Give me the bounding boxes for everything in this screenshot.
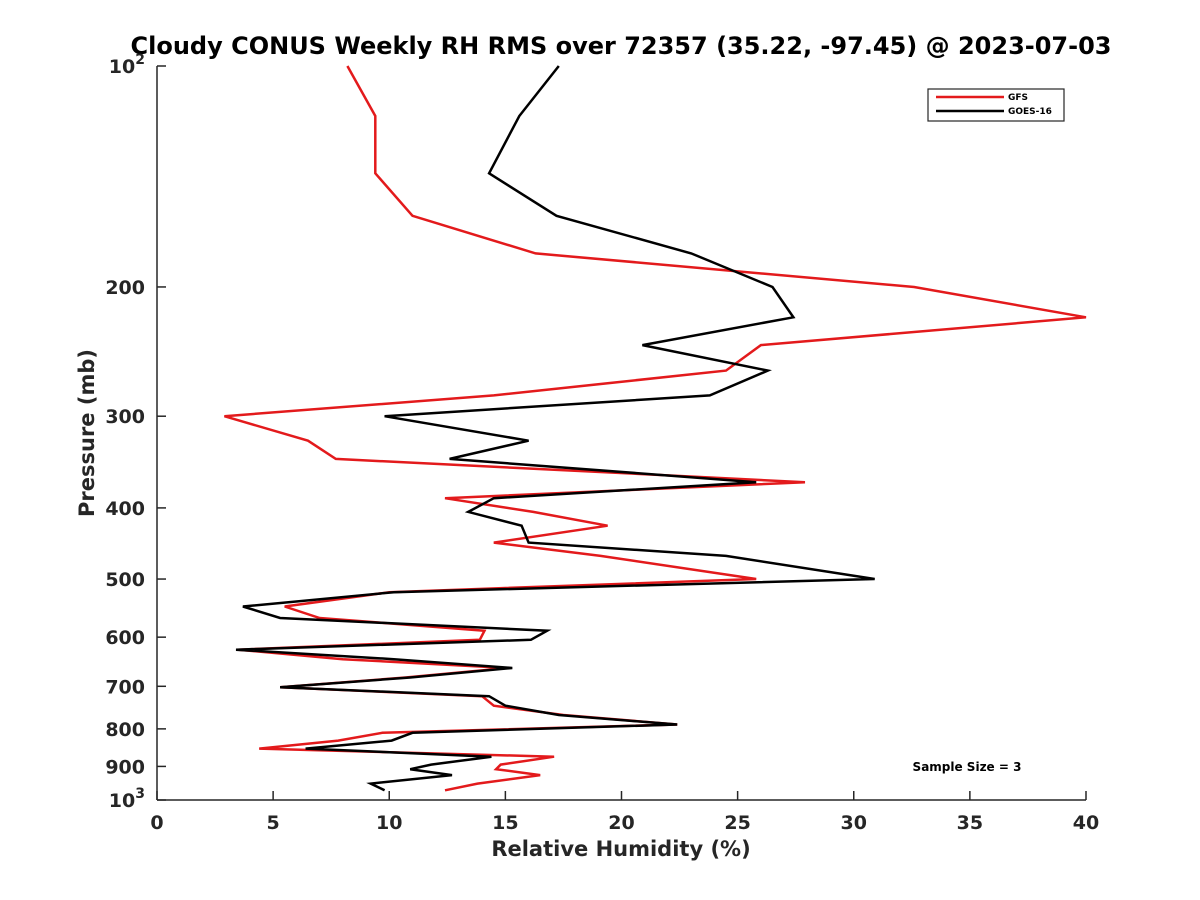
x-tick-label: 40 bbox=[1073, 812, 1099, 834]
x-tick-label: 25 bbox=[724, 812, 750, 834]
series-line-goes16 bbox=[235, 65, 875, 792]
x-axis-label: Relative Humidity (%) bbox=[491, 837, 750, 861]
sample-size-annotation: Sample Size = 3 bbox=[913, 760, 1022, 774]
y-tick-label: 103 bbox=[109, 786, 145, 812]
y-tick-label: 200 bbox=[105, 277, 145, 299]
y-tick-label: 600 bbox=[105, 627, 145, 649]
y-tick-label: 800 bbox=[105, 719, 145, 741]
plot-lines bbox=[224, 65, 1087, 792]
y-tick-label: 900 bbox=[105, 756, 145, 778]
x-tick-label: 15 bbox=[492, 812, 518, 834]
y-tick-label: 300 bbox=[105, 406, 145, 428]
x-axis-ticks: 0 5 10 15 20 25 30 35 40 bbox=[150, 791, 1099, 834]
y-axis-ticks: 102 200 300 400 500 600 700 800 900 103 bbox=[105, 52, 166, 812]
series-line-gfs bbox=[224, 65, 1087, 792]
y-axis-label: Pressure (mb) bbox=[75, 349, 99, 517]
legend-label-goes16: GOES-16 bbox=[1008, 107, 1052, 117]
x-tick-label: 20 bbox=[608, 812, 634, 834]
y-tick-label: 500 bbox=[105, 569, 145, 591]
chart-title: Cloudy CONUS Weekly RH RMS over 72357 (3… bbox=[131, 32, 1112, 60]
y-tick-label: 400 bbox=[105, 498, 145, 520]
x-tick-label: 35 bbox=[957, 812, 983, 834]
x-tick-label: 5 bbox=[267, 812, 280, 834]
legend-label-gfs: GFS bbox=[1008, 93, 1028, 103]
x-tick-label: 10 bbox=[376, 812, 402, 834]
legend: GFS GOES-16 bbox=[927, 88, 1065, 122]
legend-box bbox=[927, 88, 1065, 122]
x-tick-label: 0 bbox=[150, 812, 163, 834]
x-tick-label: 30 bbox=[841, 812, 867, 834]
y-tick-label: 700 bbox=[105, 676, 145, 698]
y-tick-label: 102 bbox=[109, 52, 145, 78]
